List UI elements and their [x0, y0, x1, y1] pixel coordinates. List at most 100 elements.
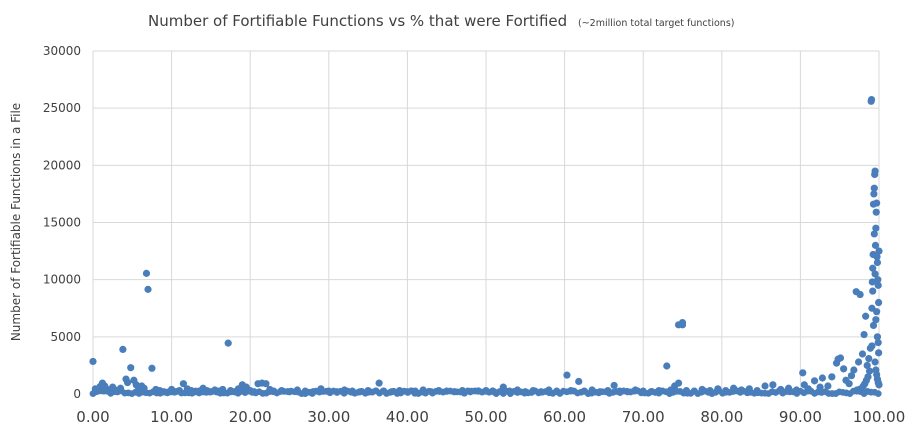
data-point [395, 386, 404, 395]
data-point [777, 385, 785, 394]
data-point [873, 333, 882, 341]
y-axis-ticks: 0 5000 10000 15000 20000 25000 30000 [43, 44, 81, 401]
data-point [875, 349, 883, 357]
data-point [567, 386, 575, 395]
data-point [872, 208, 880, 216]
data-point [175, 386, 184, 395]
x-tick-label: 0.00 [76, 408, 109, 426]
data-point [872, 316, 880, 324]
data-point [871, 270, 879, 278]
data-point [270, 387, 278, 395]
x-tick-label: 20.00 [229, 408, 272, 426]
data-point [513, 386, 522, 394]
chart-subtitle: (~2million total target functions) [578, 18, 735, 29]
data-point [490, 388, 498, 396]
data-point [293, 386, 301, 394]
data-point [325, 387, 333, 395]
data-point [769, 381, 777, 389]
data-point [847, 372, 856, 380]
data-point [698, 385, 706, 394]
data-point [722, 386, 730, 395]
data-point [865, 367, 874, 375]
data-point [119, 345, 127, 354]
y-tick-label: 15000 [43, 216, 81, 230]
data-point [858, 350, 867, 358]
x-tick-label: 50.00 [465, 408, 508, 426]
x-tick-label: 100.00 [853, 408, 906, 426]
data-point [563, 371, 571, 379]
data-point [443, 387, 451, 395]
data-point [89, 357, 97, 366]
data-point [804, 385, 812, 393]
data-point [123, 378, 132, 387]
data-point [419, 386, 427, 394]
data-point [872, 224, 880, 232]
data-point [596, 388, 604, 396]
data-point [309, 388, 317, 396]
data-point [860, 330, 868, 339]
data-point [869, 264, 877, 272]
y-tick-label: 25000 [43, 101, 81, 115]
x-axis-ticks: 0.00 10.00 20.00 30.00 40.00 50.00 60.00 70.00 8… [76, 408, 905, 426]
data-point [753, 386, 761, 395]
data-point [466, 388, 474, 396]
data-point [588, 386, 596, 394]
data-point [380, 387, 388, 395]
data-point [529, 386, 537, 395]
data-point [580, 387, 588, 395]
data-point [865, 354, 873, 363]
y-tick-label: 30000 [43, 44, 81, 58]
chart-title: Number of Fortifiable Functions vs % tha… [148, 12, 567, 30]
data-point [871, 358, 879, 366]
data-point [647, 388, 655, 396]
data-point [745, 385, 753, 393]
data-point [348, 387, 356, 395]
data-point [874, 338, 882, 347]
data-point [140, 384, 148, 392]
data-point [663, 362, 671, 370]
x-tick-label: 70.00 [622, 408, 665, 426]
data-point [714, 385, 722, 393]
data-point [706, 386, 714, 395]
data-point [873, 253, 881, 261]
data-point [863, 361, 871, 370]
data-point [854, 358, 863, 366]
x-tick-label: 30.00 [307, 408, 350, 426]
data-point [427, 388, 435, 396]
data-point [356, 388, 364, 396]
data-point [873, 199, 881, 207]
data-point [862, 312, 870, 320]
y-tick-label: 10000 [43, 273, 81, 287]
data-point [142, 269, 151, 277]
data-point [824, 382, 832, 390]
data-point [340, 386, 349, 394]
data-point [505, 387, 514, 395]
data-point [873, 308, 881, 316]
x-tick-label: 10.00 [150, 408, 193, 426]
data-point [575, 377, 583, 386]
data-point [278, 386, 286, 395]
data-point [639, 387, 647, 395]
data-point [333, 388, 341, 396]
data-point [871, 241, 880, 249]
data-point [219, 385, 227, 394]
data-point [868, 342, 876, 350]
x-tick-label: 90.00 [779, 408, 822, 426]
data-point [482, 386, 490, 395]
data-point [873, 258, 882, 267]
data-point [874, 281, 882, 289]
data-point [828, 373, 836, 381]
data-point [840, 365, 848, 373]
data-point [521, 388, 529, 396]
x-tick-label: 60.00 [543, 408, 586, 426]
data-point [364, 386, 372, 395]
data-point [869, 287, 877, 295]
y-axis-label: Number of Fortifiable Functions in a Fil… [9, 103, 23, 341]
data-point [853, 386, 861, 394]
data-point [836, 354, 845, 362]
data-point [818, 374, 827, 382]
data-point [867, 95, 876, 104]
data-point [375, 379, 383, 387]
data-point [875, 247, 883, 255]
